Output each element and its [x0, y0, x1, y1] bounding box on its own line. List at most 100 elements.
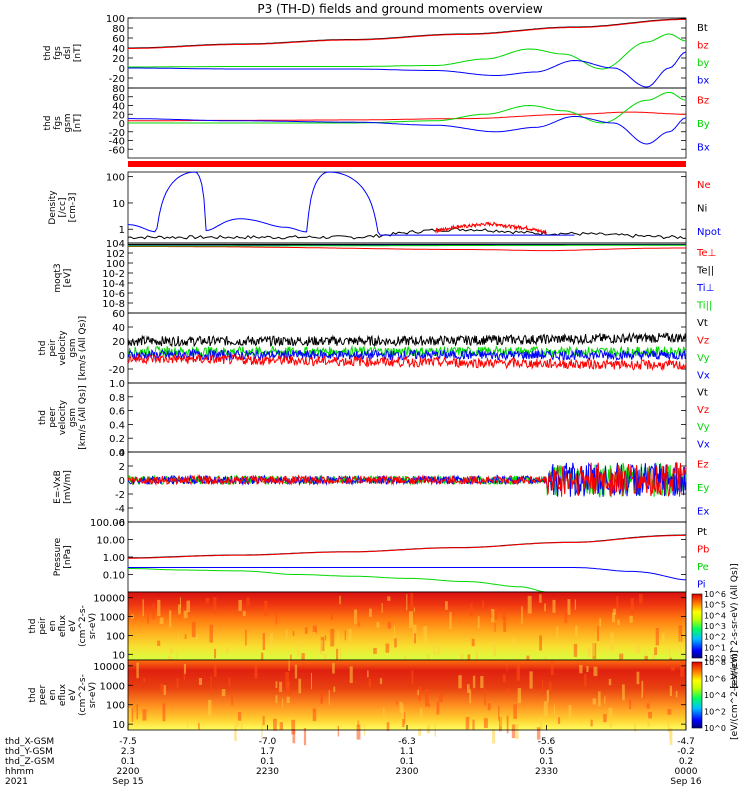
y-axis-label: [nT] — [73, 114, 83, 132]
series-fgs_dsl-Bt — [128, 18, 686, 49]
legend-entry-pressure: Pe — [697, 562, 709, 573]
legend-entry-moqt3: Ti|| — [696, 300, 712, 311]
spectrogram-texture — [499, 713, 502, 727]
spectrogram-texture — [128, 707, 132, 718]
spectrogram-texture — [376, 622, 380, 628]
spectrogram-texture — [410, 593, 414, 608]
spectrogram-texture — [611, 612, 616, 623]
spectrogram-texture — [482, 600, 484, 608]
spectrogram-texture — [487, 703, 491, 711]
spectrogram-texture — [186, 723, 189, 729]
series-pressure-Pt — [128, 534, 686, 559]
spectrogram-texture — [234, 725, 237, 741]
y-axis-label: fgs — [53, 116, 63, 130]
spectrogram-texture — [469, 689, 472, 704]
spectrogram-texture — [678, 625, 683, 642]
legend-entry-fgs_gsm: Bx — [697, 142, 710, 153]
spectrogram-texture — [418, 728, 422, 736]
spectrogram-texture — [636, 671, 640, 685]
spectrogram-texture — [356, 724, 361, 740]
legend-entry-efield: Ex — [697, 506, 709, 517]
spectrogram-texture — [354, 609, 358, 624]
legend-entry-peir_velocity: Vz — [697, 335, 709, 346]
y-tick-label: 1.0 — [109, 379, 125, 390]
y-tick-label: 80 — [112, 84, 125, 95]
spectrogram-texture — [428, 703, 430, 708]
spectrogram-texture — [612, 608, 617, 615]
spectrogram-texture — [592, 698, 597, 705]
series-density-Ni — [127, 227, 687, 240]
panel-pressure: 0.10 1.00 10.00 100.00 Pressure [nPa] Pt Pb Pe Pi — [53, 518, 709, 593]
spectrogram-texture — [575, 625, 578, 637]
spectrogram-texture — [358, 622, 360, 627]
spectrogram-texture — [617, 619, 620, 626]
spectrogram-texture — [556, 626, 559, 640]
spectrogram-texture — [574, 599, 576, 610]
legend-entry-density: Npot — [697, 227, 721, 238]
spectrogram-texture — [402, 719, 405, 728]
spectrogram-texture — [332, 663, 335, 674]
spectrogram-texture — [386, 722, 390, 731]
panel-peer_spec: 10^0 10^2 10^4 10^6 10^8 [eV/(cm^2-s-sr-eV)] 1… — [28, 650, 740, 746]
y-tick-label: 0.8 — [109, 393, 125, 404]
y-tick-label: -20 — [109, 365, 125, 376]
spectrogram-texture — [503, 617, 507, 632]
x-tick-label: 2.3 — [121, 747, 135, 757]
spectrogram-texture — [254, 663, 258, 679]
spectrogram-texture — [176, 650, 179, 669]
spectrogram-texture — [629, 615, 633, 623]
spectrogram-texture — [373, 647, 377, 654]
spectrogram-texture — [162, 703, 166, 722]
spectrogram-texture — [261, 721, 263, 740]
spectrogram-texture — [553, 704, 555, 716]
spectrogram-texture — [517, 688, 522, 704]
spectrogram-texture — [177, 632, 179, 638]
spectrogram-texture — [321, 691, 324, 703]
y-tick-label: 60 — [112, 309, 125, 320]
y-axis-label: thd — [43, 46, 53, 61]
y-axis-label: moqt3 — [53, 263, 63, 292]
y-tick-label: 80 — [112, 24, 125, 35]
spectrogram-texture — [544, 603, 546, 612]
series-fgs_dsl-bz — [128, 19, 686, 49]
spectrogram-texture — [399, 701, 403, 713]
y-axis-label: thd — [38, 410, 48, 425]
spectrogram-texture — [163, 685, 166, 695]
spectrogram-texture — [349, 666, 353, 683]
spectrogram-texture — [671, 666, 675, 671]
spectrogram-texture — [506, 715, 509, 734]
y-axis-label: peer — [38, 684, 48, 705]
spectrogram-texture — [417, 636, 419, 643]
spectrogram-texture — [311, 672, 312, 690]
spectrogram-texture — [238, 600, 242, 611]
spectrogram-texture — [387, 621, 392, 629]
spectrogram-texture — [564, 611, 568, 623]
colorbar-peer_spec — [691, 661, 703, 729]
legend-entry-peer_velocity: Vy — [697, 422, 710, 433]
spectrogram-texture — [205, 597, 210, 604]
legend-entry-peir_velocity: Vt — [697, 318, 708, 329]
x-tick-label: 0.1 — [539, 757, 553, 767]
x-tick-label: Sep 15 — [112, 777, 143, 787]
spectrogram-texture — [494, 608, 498, 620]
legend-entry-peir_velocity: Vx — [697, 370, 710, 381]
colorbar-tick-label: 10^8 — [704, 658, 726, 667]
spectrogram-texture — [279, 681, 283, 692]
spectrogram-texture — [152, 603, 155, 620]
legend-entry-efield: Ez — [697, 460, 709, 471]
series-density-Ne — [434, 221, 547, 235]
spectrogram-texture — [186, 600, 190, 612]
spectrogram-texture — [273, 718, 277, 731]
series-fgs_gsm-Bz — [128, 111, 687, 122]
y-axis-label: velocity — [58, 330, 68, 366]
legend-entry-fgs_dsl: by — [697, 58, 709, 69]
y-tick-label: 100 — [106, 14, 125, 25]
colorbar-tick-label: 10^6 — [704, 590, 726, 599]
spectrogram-texture — [655, 628, 659, 646]
spectrogram-texture — [483, 718, 488, 728]
spectrogram-texture — [648, 711, 652, 719]
spectrogram-texture — [411, 670, 414, 685]
spectrogram-texture — [521, 606, 523, 624]
spectrogram-texture — [425, 689, 429, 707]
x-axis-row-label: thd_Y-GSM — [5, 747, 53, 757]
